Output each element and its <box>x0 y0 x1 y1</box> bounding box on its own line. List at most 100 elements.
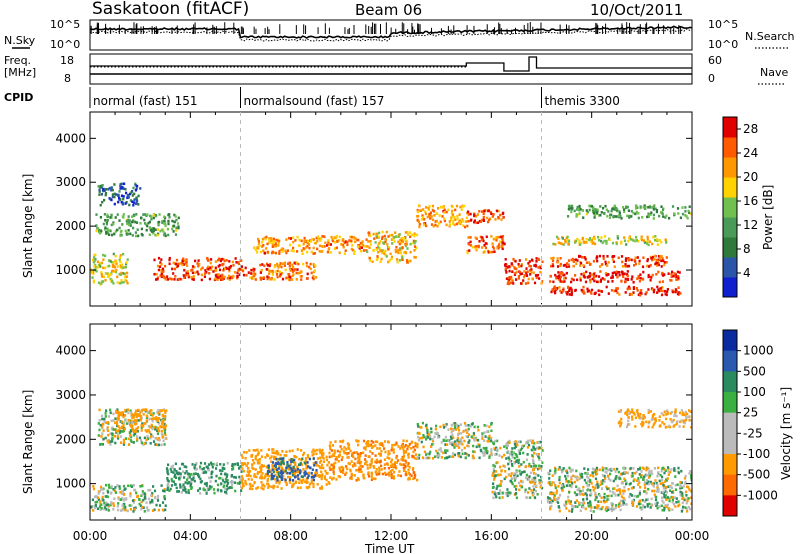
heatmap-cell <box>462 220 465 223</box>
heatmap-cell <box>665 241 668 244</box>
heatmap-cell <box>554 291 557 295</box>
heatmap-cell <box>488 440 491 443</box>
heatmap-cell <box>613 255 616 258</box>
heatmap-cell <box>686 497 689 500</box>
heatmap-cell <box>267 469 270 473</box>
heatmap-cell <box>405 439 408 443</box>
heatmap-cell <box>156 277 159 281</box>
heatmap-cell <box>647 273 650 277</box>
heatmap-cell <box>614 506 617 510</box>
heatmap-cell <box>655 210 658 214</box>
heatmap-cell <box>111 193 114 196</box>
heatmap-cell <box>279 453 282 457</box>
heatmap-cell <box>370 463 373 467</box>
heatmap-cell <box>101 432 104 435</box>
heatmap-cell <box>362 244 365 247</box>
heatmap-cell <box>137 194 140 198</box>
heatmap-cell <box>459 455 462 459</box>
heatmap-cell <box>210 461 213 465</box>
heatmap-cell <box>142 413 145 416</box>
heatmap-cell <box>300 278 303 281</box>
heatmap-cell <box>147 489 150 492</box>
heatmap-cell <box>161 414 164 417</box>
heatmap-cell <box>630 209 633 213</box>
heatmap-cell <box>554 273 557 277</box>
heatmap-cell <box>109 408 112 412</box>
heatmap-cell <box>656 501 659 505</box>
heatmap-cell <box>168 258 171 262</box>
heatmap-cell <box>291 460 294 463</box>
heatmap-cell <box>138 498 141 501</box>
heatmap-cell <box>310 271 313 275</box>
heatmap-cell <box>397 474 400 477</box>
heatmap-cell <box>369 234 372 238</box>
heatmap-cell <box>638 276 641 280</box>
heatmap-cell <box>188 473 191 477</box>
heatmap-cell <box>106 495 109 499</box>
heatmap-cell <box>191 277 194 281</box>
heatmap-cell <box>181 462 184 466</box>
heatmap-cell <box>613 492 616 495</box>
heatmap-cell <box>664 238 667 241</box>
heatmap-cell <box>340 243 343 246</box>
heatmap-cell <box>330 235 333 239</box>
heatmap-cell <box>161 508 164 512</box>
heatmap-cell <box>424 212 427 216</box>
heatmap-cell <box>190 477 193 481</box>
heatmap-cell <box>687 485 690 489</box>
heatmap-cell <box>657 270 660 274</box>
heatmap-cell <box>585 238 588 241</box>
heatmap-cell <box>335 456 338 459</box>
heatmap-cell <box>516 474 519 478</box>
heatmap-cell <box>185 465 188 469</box>
heatmap-cell <box>110 213 113 217</box>
heatmap-cell <box>145 438 148 442</box>
heatmap-cell <box>501 455 504 459</box>
heatmap-cell <box>656 264 659 267</box>
heatmap-cell <box>624 467 627 470</box>
heatmap-cell <box>417 435 420 439</box>
heatmap-cell <box>341 440 344 444</box>
heatmap-cell <box>594 291 597 295</box>
heatmap-cell <box>220 275 224 279</box>
heatmap-cell <box>276 468 279 471</box>
heatmap-cell <box>585 261 588 264</box>
heatmap-cell <box>596 211 599 215</box>
heatmap-cell <box>643 500 647 503</box>
heatmap-cell <box>160 443 163 447</box>
heatmap-cell <box>525 258 528 261</box>
heatmap-cell <box>271 464 274 467</box>
heatmap-cell <box>222 479 225 482</box>
heatmap-cell <box>143 442 146 445</box>
heatmap-cell <box>285 466 288 470</box>
heatmap-cell <box>98 419 101 422</box>
heatmap-cell <box>186 264 189 267</box>
heatmap-cell <box>593 279 596 283</box>
heatmap-cell <box>306 480 309 484</box>
heatmap-cell <box>204 269 207 272</box>
heatmap-cell <box>98 231 101 235</box>
heatmap-cell <box>683 498 686 502</box>
heatmap-cell <box>350 475 353 478</box>
heatmap-cell <box>401 240 404 243</box>
heatmap-cell <box>668 216 671 220</box>
heatmap-cell <box>471 245 474 249</box>
heatmap-cell <box>117 437 120 440</box>
noise-tick-bottom-right: 10^0 <box>708 38 738 51</box>
heatmap-cell <box>538 464 541 468</box>
heatmap-cell <box>647 243 650 247</box>
heatmap-cell <box>190 276 193 279</box>
heatmap-cell <box>335 235 338 238</box>
heatmap-cell <box>662 259 665 263</box>
heatmap-cell <box>563 277 566 280</box>
heatmap-cell <box>606 495 609 498</box>
heatmap-cell <box>390 448 393 452</box>
heatmap-cell <box>452 436 455 440</box>
heatmap-cell <box>552 491 555 495</box>
heatmap-cell <box>457 426 460 430</box>
heatmap-cell <box>310 475 313 479</box>
heatmap-cell <box>199 492 202 495</box>
heatmap-cell <box>372 232 375 236</box>
heatmap-cell <box>534 448 537 451</box>
heatmap-cell <box>409 242 412 246</box>
